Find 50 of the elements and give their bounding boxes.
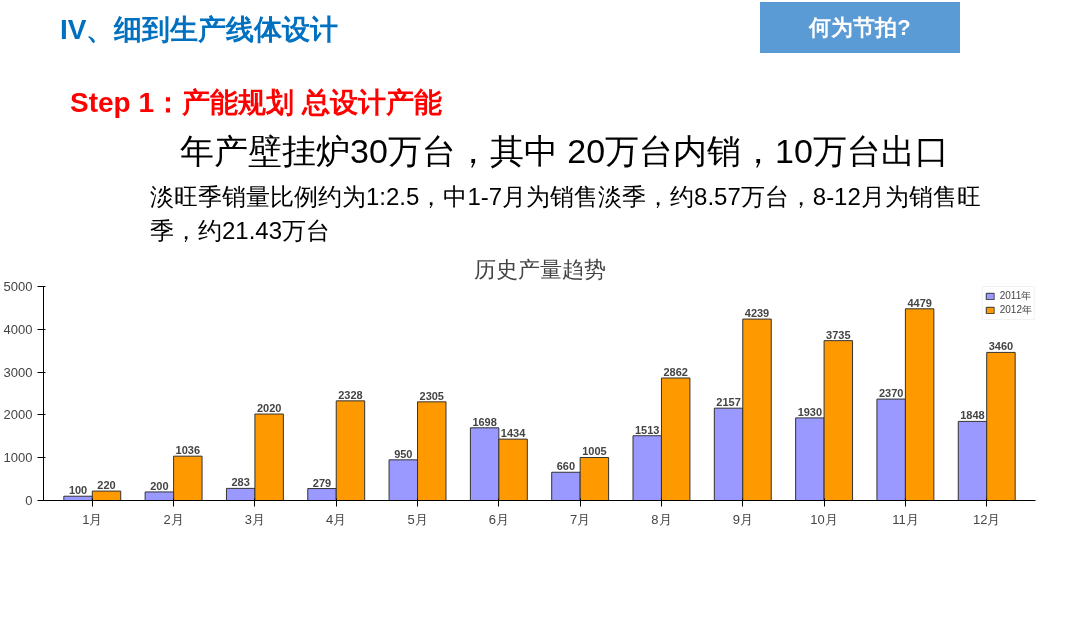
- legend-label: 2012年: [999, 302, 1032, 317]
- x-tick-label: 2月: [163, 511, 184, 527]
- y-tick-label: 5000: [3, 278, 33, 294]
- data-label: 2862: [663, 365, 688, 378]
- data-label: 1434: [500, 426, 527, 439]
- x-tick-label: 1月: [82, 511, 103, 527]
- y-tick-label: 2000: [3, 406, 33, 422]
- data-label: 2020: [256, 401, 282, 414]
- data-label: 3460: [988, 339, 1014, 352]
- text: 淡旺季销量比例约为1:2.5，中1-7月为销售淡季，约8.57万台，8-12月为销售旺季，约21.43万台: [150, 182, 982, 247]
- text: IV、细到生产线体设计: [60, 13, 339, 47]
- x-tick-label: 11月: [892, 511, 919, 527]
- data-label: 2305: [419, 389, 445, 402]
- data-label: 279: [312, 476, 332, 489]
- data-label: 1513: [635, 423, 660, 436]
- x-tick-label: 8月: [651, 511, 672, 527]
- data-label: 1005: [582, 445, 607, 458]
- data-label: 283: [231, 475, 250, 488]
- data-label: 3735: [826, 328, 851, 341]
- y-tick-label: 4000: [3, 321, 33, 337]
- data-label: 660: [556, 459, 576, 472]
- x-tick-label: 10月: [810, 511, 838, 527]
- text: 年产壁挂炉30万台，其中 20万台内销，10万台出口: [180, 131, 949, 173]
- x-tick-label: 5月: [407, 511, 428, 527]
- data-label: 2328: [338, 388, 363, 401]
- data-label: 1698: [472, 415, 497, 428]
- y-tick-label: 3000: [3, 364, 33, 380]
- data-label: 1848: [960, 408, 985, 421]
- x-tick-label: 12月: [972, 511, 1001, 527]
- x-tick-label: 4月: [326, 511, 347, 527]
- x-tick-label: 9月: [732, 511, 753, 527]
- y-tick-label: 1000: [3, 449, 33, 465]
- data-label: 1930: [797, 405, 823, 418]
- data-label: 4479: [907, 296, 932, 309]
- chart-title: 历史产量趋势: [473, 256, 606, 282]
- data-label: 950: [394, 447, 413, 460]
- x-tick-label: 6月: [488, 511, 509, 527]
- data-label: 4239: [744, 306, 770, 319]
- legend-label: 2011年: [999, 288, 1032, 303]
- text: 何为节拍?: [809, 14, 911, 42]
- data-label: 2157: [716, 395, 741, 408]
- text: Step 1：产能规划 总设计产能: [70, 86, 442, 121]
- y-tick-label: 0: [25, 492, 33, 508]
- data-label: 1036: [175, 443, 201, 456]
- data-label: 220: [97, 478, 116, 491]
- x-tick-label: 7月: [570, 511, 591, 527]
- data-label: 100: [68, 483, 88, 496]
- x-tick-label: 3月: [244, 511, 266, 527]
- data-label: 2370: [878, 386, 904, 399]
- data-label: 200: [150, 479, 169, 492]
